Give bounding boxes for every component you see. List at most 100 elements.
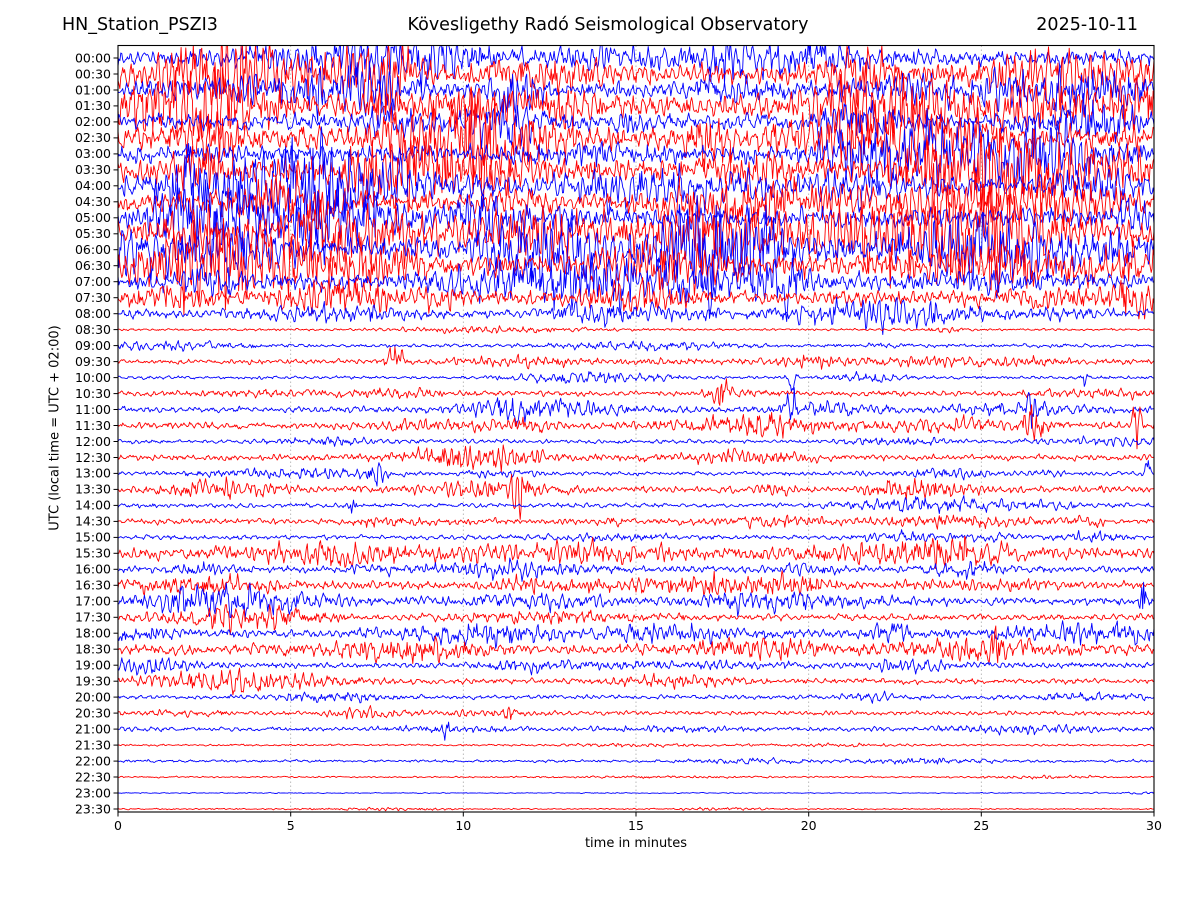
y-tick-label: 17:00	[75, 594, 111, 609]
trace-2100	[118, 721, 1154, 741]
trace-1930	[118, 667, 1154, 696]
observatory-title: Kövesligethy Radó Seismological Observat…	[407, 15, 809, 35]
y-tick-label: 09:30	[75, 354, 111, 369]
y-tick-label: 00:00	[75, 50, 111, 65]
y-tick-label: 09:00	[75, 338, 111, 353]
x-tick-label: 15	[628, 818, 644, 833]
y-tick-label: 20:30	[75, 705, 111, 720]
trace-0130	[118, 61, 1154, 157]
y-tick-label: 21:00	[75, 721, 111, 736]
y-tick-label: 18:30	[75, 642, 111, 657]
trace-0930	[118, 346, 1154, 370]
y-tick-label: 06:30	[75, 258, 111, 273]
trace-1700	[118, 581, 1154, 620]
y-tick-label: 04:00	[75, 178, 111, 193]
trace-1300	[118, 460, 1154, 487]
y-tick-label: 07:30	[75, 290, 111, 305]
x-axis-label: time in minutes	[584, 836, 688, 851]
y-tick-label: 03:00	[75, 146, 111, 161]
trace-2230	[118, 774, 1154, 780]
trace-1600	[118, 557, 1154, 582]
trace-1100	[118, 387, 1154, 429]
y-tick-label: 15:00	[75, 530, 111, 545]
x-tick-label: 25	[973, 818, 989, 833]
trace-0400	[118, 126, 1154, 250]
y-tick-label: 10:30	[75, 386, 111, 401]
trace-2130	[118, 742, 1154, 748]
y-tick-label: 16:00	[75, 562, 111, 577]
trace-0900	[118, 340, 1154, 352]
trace-2030	[118, 705, 1154, 721]
trace-1830	[118, 625, 1154, 665]
trace-1430	[118, 514, 1154, 530]
station-title: HN_Station_PSZI3	[62, 15, 218, 35]
y-tick-label: 05:00	[75, 210, 111, 225]
y-tick-label: 23:00	[75, 785, 111, 800]
trace-0200	[118, 93, 1154, 150]
trace-1030	[118, 378, 1154, 406]
trace-0500	[118, 179, 1154, 272]
trace-1130	[118, 404, 1154, 450]
trace-2330	[118, 806, 1154, 812]
trace-1000	[118, 370, 1154, 393]
trace-1400	[118, 495, 1154, 514]
trace-0300	[118, 108, 1154, 195]
trace-0830	[118, 325, 1154, 335]
y-tick-label: 06:00	[75, 242, 111, 257]
y-tick-label: 20:00	[75, 689, 111, 704]
y-tick-label: 14:00	[75, 498, 111, 513]
trace-1800	[118, 620, 1154, 649]
y-tick-label: 16:30	[75, 578, 111, 593]
trace-0030	[118, 45, 1154, 130]
trace-0700	[118, 252, 1154, 323]
y-tick-label: 12:00	[75, 434, 111, 449]
y-tick-label: 19:30	[75, 674, 111, 689]
y-tick-label: 14:30	[75, 514, 111, 529]
x-tick-label: 20	[801, 818, 817, 833]
trace-0730	[118, 273, 1154, 320]
x-tick-label: 5	[287, 818, 295, 833]
y-tick-label: 11:30	[75, 418, 111, 433]
date-title: 2025-10-11	[1036, 15, 1138, 35]
trace-1530	[118, 535, 1154, 569]
y-tick-label: 15:30	[75, 546, 111, 561]
y-tick-label: 07:00	[75, 274, 111, 289]
trace-0530	[118, 163, 1154, 291]
y-tick-label: 13:00	[75, 466, 111, 481]
x-tick-label: 0	[114, 818, 122, 833]
y-tick-label: 22:30	[75, 769, 111, 784]
trace-0100	[118, 61, 1154, 122]
y-tick-label: 02:30	[75, 130, 111, 145]
y-tick-label: 04:30	[75, 194, 111, 209]
x-tick-label: 10	[455, 818, 471, 833]
y-tick-label: 22:00	[75, 753, 111, 768]
trace-1500	[118, 529, 1154, 543]
trace-1630	[118, 570, 1154, 596]
trace-1730	[118, 604, 1154, 636]
y-tick-label: 11:00	[75, 402, 111, 417]
y-tick-label: 00:30	[75, 66, 111, 81]
y-tick-label: 05:30	[75, 226, 111, 241]
y-tick-label: 10:00	[75, 370, 111, 385]
y-tick-label: 23:30	[75, 801, 111, 816]
y-tick-label: 19:00	[75, 658, 111, 673]
trace-1200	[118, 435, 1154, 447]
y-tick-label: 01:00	[75, 82, 111, 97]
trace-2300	[118, 791, 1154, 795]
trace-0800	[118, 296, 1154, 336]
y-tick-label: 03:30	[75, 162, 111, 177]
y-tick-label: 12:30	[75, 450, 111, 465]
trace-1230	[118, 444, 1154, 473]
trace-1330	[118, 474, 1154, 520]
y-tick-label: 18:00	[75, 626, 111, 641]
x-tick-label: 30	[1146, 818, 1162, 833]
trace-1900	[118, 657, 1154, 676]
y-tick-label: 08:00	[75, 306, 111, 321]
y-tick-label: 17:30	[75, 610, 111, 625]
y-tick-label: 13:30	[75, 482, 111, 497]
y-tick-label: 01:30	[75, 98, 111, 113]
trace-2000	[118, 690, 1154, 704]
y-tick-label: 08:30	[75, 322, 111, 337]
